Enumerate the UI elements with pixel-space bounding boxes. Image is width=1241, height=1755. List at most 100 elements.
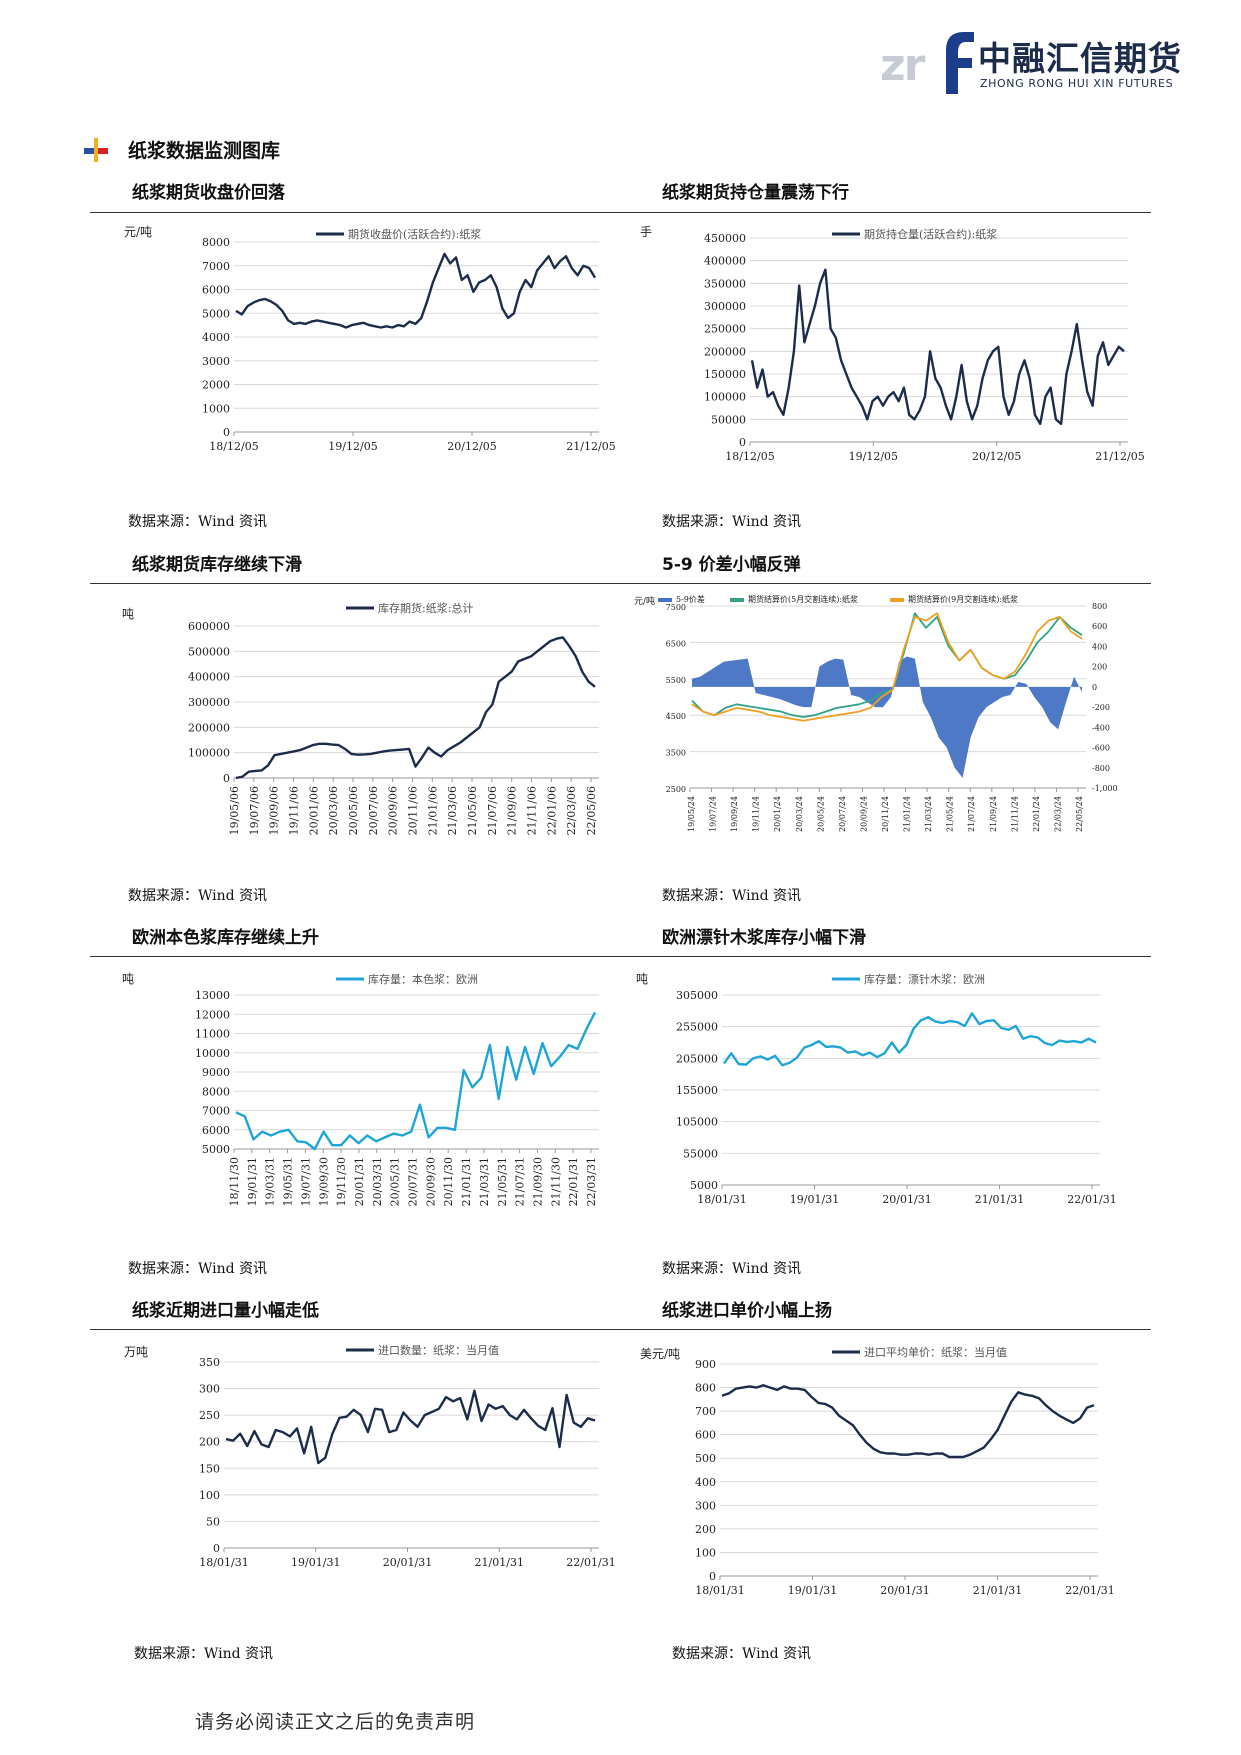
- x-tick-label: 21/12/05: [1095, 450, 1144, 463]
- y-tick-label: 7000: [202, 1105, 230, 1118]
- y-tick-label: 0: [739, 436, 746, 449]
- y-tick-label: 11000: [195, 1028, 230, 1041]
- x-tick-label: 22/01/31: [567, 1157, 580, 1206]
- series-line: [225, 1389, 596, 1465]
- import-unit-price-chart: 美元/吨 0 100 200 300 400 500 600 700 800 900 18/01/31…: [640, 1345, 1115, 1597]
- x-tick-label: 21/11/06: [526, 786, 539, 835]
- x-tick-label: 22/05/24: [1075, 796, 1084, 832]
- x-tick-label: 20/09/06: [387, 786, 400, 835]
- y-tick-label: 6500: [666, 639, 686, 648]
- section-marker-icon: [84, 138, 108, 162]
- series-line: [235, 252, 597, 329]
- series-line: [691, 612, 1083, 722]
- y-tick-label: 0: [213, 1542, 220, 1555]
- y-tick-label: 2000: [202, 379, 230, 392]
- x-tick-label: 20/11/06: [407, 786, 420, 835]
- data-source-note: 数据来源：Wind 资讯: [134, 1646, 274, 1662]
- x-tick-label: 18/01/31: [199, 1556, 248, 1569]
- y-axis-unit-label: 元/吨: [634, 595, 655, 607]
- y-tick-label: 5000: [202, 307, 230, 320]
- y-tick-label: 5000: [202, 1143, 230, 1156]
- x-tick-label: 19/09/24: [730, 796, 739, 832]
- y-tick-label: 800: [695, 1382, 716, 1395]
- series-line: [750, 268, 1125, 426]
- y-tick-label: 100000: [704, 391, 746, 404]
- y-axis-unit-label: 美元/吨: [640, 1347, 680, 1361]
- x-tick-label: 21/05/24: [946, 796, 955, 832]
- x-tick-label: 20/01/31: [353, 1157, 366, 1206]
- y-tick-label: 250000: [704, 323, 746, 336]
- x-tick-label: 20/11/30: [442, 1157, 455, 1206]
- chart-heading: 欧洲漂针木浆库存小幅下滑: [662, 928, 866, 948]
- y-tick-label: 350: [199, 1356, 220, 1369]
- chart-heading: 纸浆期货库存继续下滑: [132, 555, 302, 575]
- series-line: [235, 1011, 597, 1151]
- y-tick-label: 13000: [195, 989, 230, 1002]
- x-tick-label: 21/01/31: [475, 1556, 524, 1569]
- x-tick-label: 18/01/31: [695, 1584, 744, 1597]
- legend-swatch: [730, 598, 744, 602]
- x-tick-label: 21/12/05: [566, 440, 615, 453]
- y-tick-label: 700: [695, 1405, 716, 1418]
- x-tick-label: 20/09/30: [424, 1157, 437, 1206]
- y-tick-label: 1000: [202, 402, 230, 415]
- x-tick-label: 21/01/31: [975, 1193, 1024, 1206]
- y-tick-label: 10000: [195, 1047, 230, 1060]
- data-source-note: 数据来源：Wind 资讯: [672, 1646, 812, 1662]
- x-tick-label: 21/01/24: [903, 796, 912, 832]
- y-tick-label: 2500: [666, 785, 686, 794]
- x-tick-label: 20/07/31: [407, 1157, 420, 1206]
- open-interest-chart: 手 0 50000 100000 150000 200000 250000 300000 350…: [640, 225, 1145, 463]
- x-tick-label: 20/12/05: [972, 450, 1021, 463]
- y-tick-label: 300: [199, 1383, 220, 1396]
- y2-tick-label: -400: [1092, 723, 1110, 732]
- y2-tick-label: -800: [1092, 764, 1110, 773]
- legend-label: 进口数量：纸浆：当月值: [378, 1343, 499, 1357]
- x-tick-label: 20/01/06: [307, 786, 320, 835]
- y-axis-unit-label: 元/吨: [124, 225, 152, 239]
- y2-tick-label: 0: [1092, 683, 1097, 692]
- y-tick-label: 400000: [704, 255, 746, 268]
- y-tick-label: 300: [695, 1499, 716, 1512]
- y-tick-label: 155000: [676, 1084, 718, 1097]
- x-tick-label: 22/03/24: [1053, 796, 1062, 832]
- x-tick-label: 22/03/31: [585, 1157, 598, 1206]
- x-tick-label: 21/09/06: [506, 786, 519, 835]
- x-tick-label: 19/12/05: [849, 450, 898, 463]
- y-tick-label: 50: [206, 1515, 220, 1528]
- y-tick-label: 12000: [195, 1008, 230, 1021]
- x-tick-label: 18/11/30: [228, 1157, 241, 1206]
- x-tick-label: 20/03/31: [371, 1157, 384, 1206]
- y-tick-label: 0: [223, 772, 230, 785]
- y-tick-label: 0: [709, 1570, 716, 1583]
- y2-tick-label: 800: [1092, 602, 1107, 611]
- legend-label: 库存期货:纸浆:总计: [378, 601, 473, 615]
- y-tick-label: 50000: [711, 413, 746, 426]
- europe-softwood-stock-chart: 吨 5000 55000 105000 155000 205000 255000 305000…: [636, 972, 1117, 1206]
- chart-heading: 纸浆近期进口量小幅走低: [132, 1301, 319, 1321]
- series-line: [235, 636, 596, 780]
- x-tick-label: 22/03/06: [565, 786, 578, 835]
- import-volume-chart: 万吨 0 50 100 150 200 250 300 350 18/01/31 19/01/31 2…: [124, 1343, 616, 1569]
- y-tick-label: 500000: [188, 645, 230, 658]
- y-tick-label: 7000: [202, 260, 230, 273]
- chart-heading: 5-9 价差小幅反弹: [662, 555, 801, 575]
- x-tick-label: 20/09/24: [859, 796, 868, 832]
- data-source-note: 数据来源：Wind 资讯: [128, 1261, 268, 1277]
- y-tick-label: 250: [199, 1409, 220, 1422]
- data-source-note: 数据来源：Wind 资讯: [662, 514, 802, 530]
- y-axis-unit-label: 吨: [122, 607, 134, 621]
- legend-label: 库存量：漂针木浆：欧洲: [864, 972, 985, 986]
- x-tick-label: 21/03/24: [924, 796, 933, 832]
- x-tick-label: 19/07/31: [299, 1157, 312, 1206]
- x-tick-label: 20/05/06: [347, 786, 360, 835]
- y-tick-label: 200: [695, 1523, 716, 1536]
- y-axis-unit-label: 吨: [636, 972, 648, 986]
- x-tick-label: 20/01/31: [882, 1193, 931, 1206]
- y-tick-label: 300000: [188, 696, 230, 709]
- y-tick-label: 6000: [202, 1124, 230, 1137]
- legend-swatch: [658, 598, 672, 602]
- x-tick-label: 21/03/31: [478, 1157, 491, 1206]
- x-tick-label: 21/01/06: [426, 786, 439, 835]
- y-tick-label: 6000: [202, 284, 230, 297]
